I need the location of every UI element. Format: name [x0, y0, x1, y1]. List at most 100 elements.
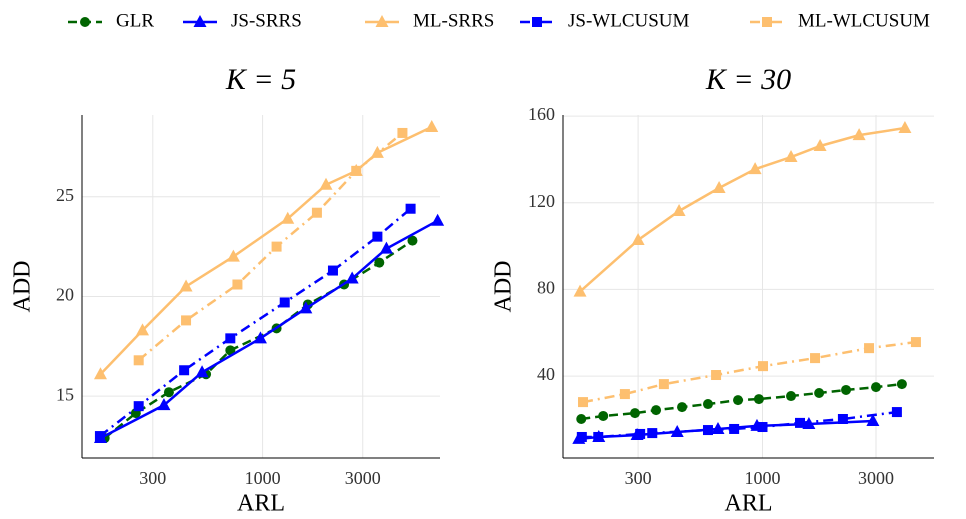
- legend-marker: [193, 15, 207, 27]
- data-point: [748, 162, 762, 175]
- chart-title: K = 30: [705, 63, 791, 96]
- data-point: [319, 177, 333, 190]
- chart-title: K = 5: [225, 63, 296, 96]
- data-point: [647, 428, 658, 439]
- legend-label: GLR: [116, 10, 154, 31]
- y-tick-label: 25: [56, 185, 74, 205]
- series-line: ML-WLCUSUM: [582, 340, 917, 404]
- data-point: [786, 391, 797, 402]
- data-point: [619, 389, 630, 400]
- data-point: [864, 343, 875, 354]
- y-axis-label: ADD: [491, 261, 517, 313]
- legend-marker: [375, 15, 389, 27]
- data-point: [573, 284, 587, 297]
- data-point: [810, 353, 821, 364]
- data-point: [225, 345, 236, 356]
- data-point: [225, 333, 236, 344]
- data-point: [253, 331, 267, 344]
- legend-label: JS-WLCUSUM: [568, 10, 690, 31]
- data-point: [753, 394, 764, 405]
- y-tick-label: 120: [528, 191, 555, 211]
- data-point: [712, 181, 726, 194]
- data-point: [677, 402, 688, 413]
- data-point: [593, 431, 604, 442]
- data-point: [910, 337, 921, 348]
- data-point: [195, 365, 209, 378]
- y-tick-label: 160: [528, 104, 555, 124]
- data-point: [658, 379, 669, 390]
- x-tick-label: 3000: [858, 468, 894, 488]
- y-axis-label: ADD: [10, 261, 36, 313]
- data-point: [279, 297, 290, 308]
- data-point: [232, 279, 243, 290]
- data-point: [133, 401, 144, 412]
- data-point: [795, 417, 806, 428]
- data-point: [181, 315, 192, 326]
- data-point: [733, 395, 744, 406]
- data-point: [866, 413, 880, 426]
- legend-marker: [532, 17, 542, 27]
- data-point: [837, 413, 848, 424]
- data-point: [852, 128, 866, 141]
- series-line: [103, 239, 414, 440]
- data-point: [379, 241, 393, 254]
- data-point: [345, 271, 359, 284]
- data-point: [841, 384, 852, 395]
- data-point: [631, 233, 645, 246]
- data-point: [311, 207, 322, 218]
- data-point: [397, 127, 408, 138]
- data-point: [163, 387, 174, 398]
- x-tick-label: 3000: [345, 468, 381, 488]
- data-point: [729, 423, 740, 434]
- x-tick-label: 300: [139, 468, 166, 488]
- data-point: [327, 265, 338, 276]
- data-point: [651, 405, 662, 416]
- data-point: [813, 138, 827, 151]
- data-point: [351, 165, 362, 176]
- legend-marker: [80, 17, 90, 27]
- data-point: [814, 387, 825, 398]
- y-tick-label: 40: [537, 364, 555, 384]
- data-point: [578, 397, 589, 408]
- data-point: [431, 213, 445, 226]
- data-point: [407, 235, 418, 246]
- data-point: [891, 407, 902, 418]
- data-point: [405, 203, 416, 214]
- data-point: [374, 257, 385, 268]
- legend-label: JS-SRRS: [231, 10, 302, 31]
- data-point: [93, 367, 107, 380]
- series-line: ML-SRRS: [579, 126, 906, 293]
- series-line: JS-SRRS: [578, 419, 873, 441]
- data-point: [784, 150, 798, 163]
- data-point: [157, 398, 171, 411]
- data-point: [758, 361, 769, 372]
- series-line: JS-WLCUSUM: [581, 410, 898, 439]
- data-point: [179, 279, 193, 292]
- y-tick-label: 15: [56, 384, 74, 404]
- data-point: [133, 355, 144, 366]
- data-point: [372, 231, 383, 242]
- data-point: [672, 203, 686, 216]
- x-tick-label: 300: [625, 468, 652, 488]
- data-point: [629, 408, 640, 419]
- data-point: [635, 428, 646, 439]
- series-line: [99, 207, 412, 438]
- data-point: [299, 301, 313, 314]
- data-point: [136, 323, 150, 336]
- legend-label: ML-SRRS: [413, 10, 494, 31]
- data-point: [702, 399, 713, 410]
- data-point: [576, 431, 587, 442]
- data-point: [896, 379, 907, 390]
- y-tick-label: 20: [56, 285, 74, 305]
- data-point: [179, 365, 190, 376]
- data-point: [226, 249, 240, 262]
- data-point: [281, 211, 295, 224]
- legend-marker: [762, 17, 772, 27]
- x-axis-label: ARL: [725, 491, 773, 517]
- x-tick-label: 1000: [744, 468, 780, 488]
- y-tick-label: 80: [537, 278, 555, 298]
- data-point: [576, 413, 587, 424]
- x-axis-label: ARL: [237, 491, 285, 517]
- legend-label: ML-WLCUSUM: [798, 10, 930, 31]
